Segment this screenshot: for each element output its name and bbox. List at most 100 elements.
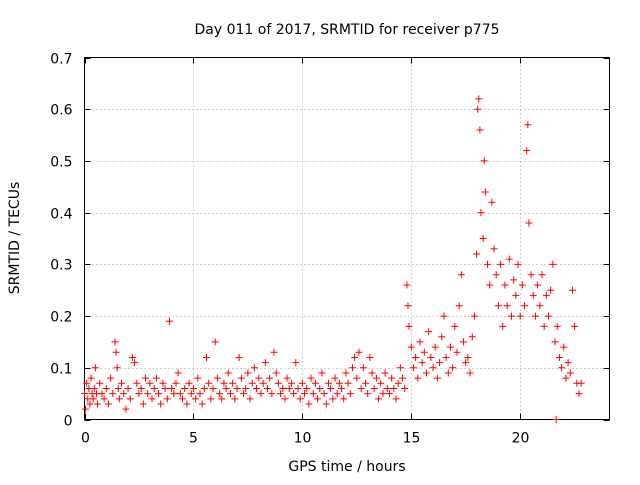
data-point xyxy=(213,374,221,382)
data-point xyxy=(152,374,160,382)
data-point xyxy=(281,395,289,403)
data-point xyxy=(403,281,411,289)
data-point xyxy=(320,390,328,398)
data-point xyxy=(128,353,136,361)
data-point xyxy=(516,312,524,320)
data-point xyxy=(444,369,452,377)
data-point xyxy=(272,369,280,377)
data-point xyxy=(503,302,511,310)
data-point xyxy=(135,390,143,398)
data-point xyxy=(209,384,217,392)
x-axis-label: GPS time / hours xyxy=(288,459,405,475)
data-point xyxy=(283,374,291,382)
data-point xyxy=(473,250,481,258)
data-point xyxy=(388,374,396,382)
data-point xyxy=(311,379,319,387)
data-point xyxy=(194,374,202,382)
data-point xyxy=(399,374,407,382)
data-point xyxy=(364,390,372,398)
data-point xyxy=(335,379,343,387)
data-point xyxy=(124,384,132,392)
data-point xyxy=(549,260,557,268)
data-point xyxy=(438,333,446,341)
data-point xyxy=(189,384,197,392)
data-point xyxy=(181,384,189,392)
y-tick-label: 0.7 xyxy=(50,52,72,68)
data-point xyxy=(442,353,450,361)
data-point xyxy=(338,384,346,392)
data-point xyxy=(433,374,441,382)
data-point xyxy=(392,395,400,403)
data-point xyxy=(379,390,387,398)
data-point xyxy=(139,400,147,408)
data-point xyxy=(381,369,389,377)
data-point xyxy=(348,364,356,372)
x-tick-label: 20 xyxy=(512,431,530,447)
data-point xyxy=(322,400,330,408)
data-point xyxy=(464,353,472,361)
data-point xyxy=(514,260,522,268)
data-point xyxy=(94,400,102,408)
data-point xyxy=(216,390,224,398)
data-point xyxy=(224,369,232,377)
data-point xyxy=(453,348,461,356)
data-point xyxy=(98,390,106,398)
data-point xyxy=(141,374,149,382)
y-tick-label: 0.3 xyxy=(50,258,72,274)
data-point xyxy=(525,219,533,227)
data-point xyxy=(114,384,122,392)
data-point xyxy=(562,374,570,382)
data-point xyxy=(229,379,237,387)
data-point xyxy=(405,322,413,330)
data-point xyxy=(176,390,184,398)
data-point xyxy=(368,369,376,377)
data-point xyxy=(146,379,154,387)
data-point xyxy=(235,353,243,361)
data-point xyxy=(518,281,526,289)
data-point xyxy=(333,390,341,398)
data-point xyxy=(118,379,126,387)
data-point xyxy=(200,384,208,392)
data-point xyxy=(451,322,459,330)
data-point xyxy=(344,379,352,387)
chart-title: Day 011 of 2017, SRMTID for receiver p77… xyxy=(194,22,499,38)
data-point xyxy=(86,400,94,408)
data-point xyxy=(233,384,241,392)
data-point xyxy=(470,312,478,320)
data-point xyxy=(102,384,110,392)
data-points xyxy=(81,95,585,423)
data-point xyxy=(353,374,361,382)
data-point xyxy=(545,312,553,320)
data-point xyxy=(474,105,482,113)
data-point xyxy=(414,374,422,382)
data-point xyxy=(290,390,298,398)
data-point xyxy=(196,390,204,398)
data-point xyxy=(133,379,141,387)
data-point xyxy=(440,312,448,320)
data-point xyxy=(575,390,583,398)
data-point xyxy=(449,364,457,372)
data-point xyxy=(137,384,145,392)
data-point xyxy=(226,390,234,398)
data-point xyxy=(87,374,95,382)
data-point xyxy=(527,271,535,279)
data-point xyxy=(109,390,117,398)
data-point xyxy=(568,286,576,294)
data-point xyxy=(113,364,121,372)
data-point xyxy=(351,353,359,361)
data-point xyxy=(222,384,230,392)
data-point xyxy=(540,322,548,330)
data-point xyxy=(566,369,574,377)
y-tick-label: 0 xyxy=(64,414,73,430)
data-point xyxy=(183,400,191,408)
data-point xyxy=(285,384,293,392)
data-point xyxy=(83,379,91,387)
data-point xyxy=(359,364,367,372)
data-point xyxy=(314,395,322,403)
plot-frame xyxy=(84,57,610,420)
data-point xyxy=(112,348,120,356)
data-point xyxy=(476,126,484,134)
y-axis-tick-labels: 0 0.1 0.2 0.3 0.4 0.5 0.6 0.7 xyxy=(50,52,72,430)
